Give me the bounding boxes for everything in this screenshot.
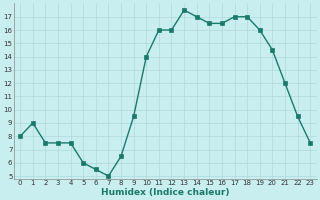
X-axis label: Humidex (Indice chaleur): Humidex (Indice chaleur) [101,188,229,197]
